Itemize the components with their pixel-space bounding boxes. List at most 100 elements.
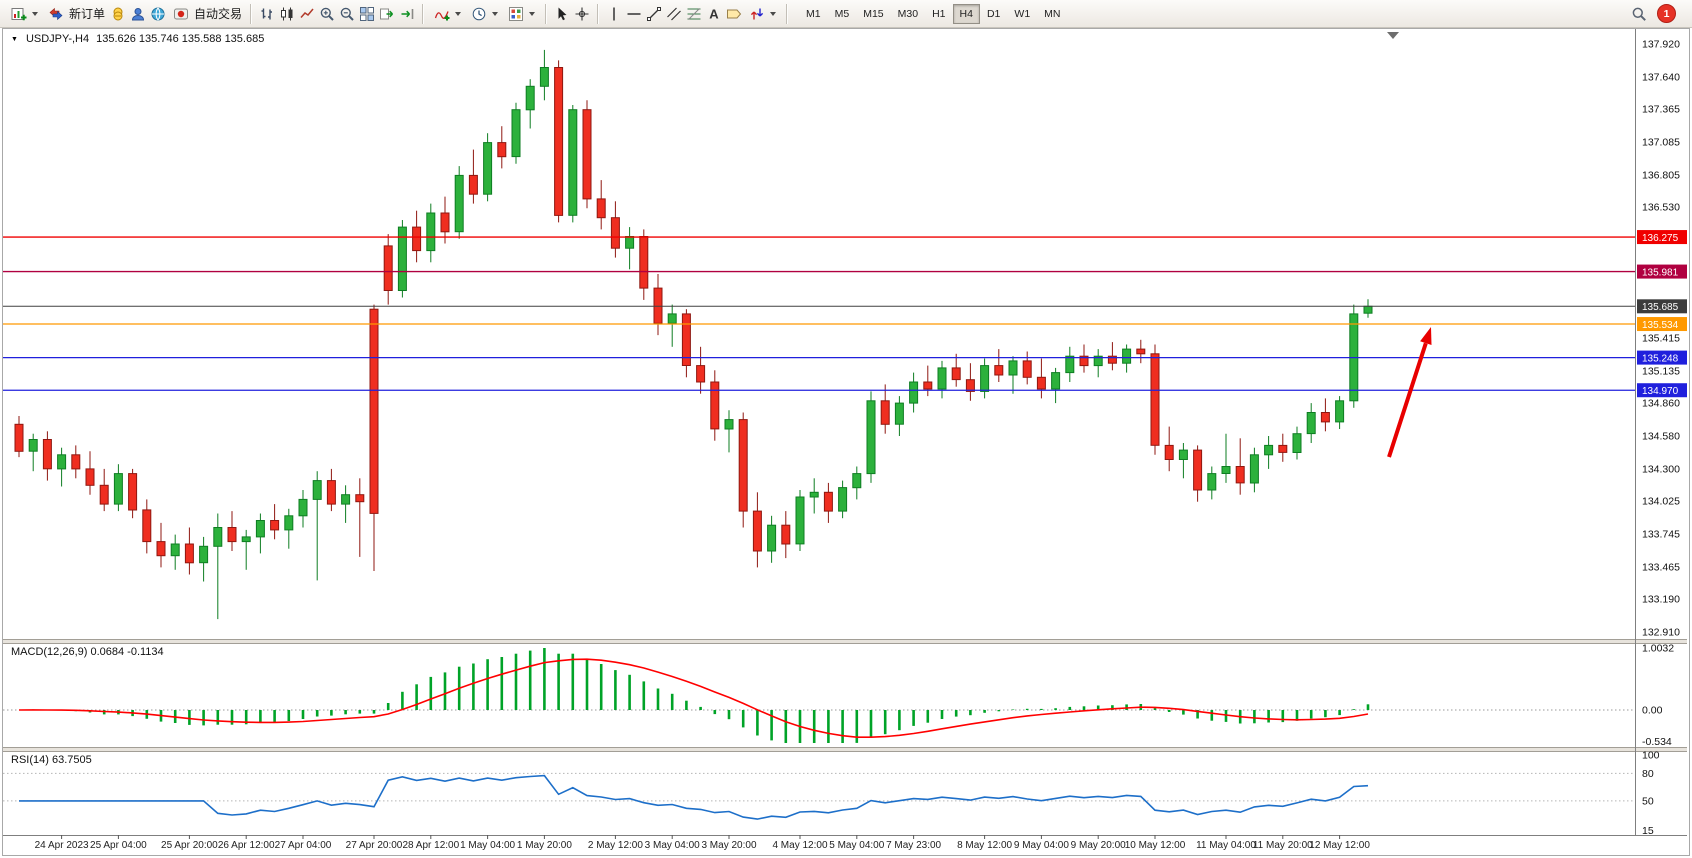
tile-windows-button[interactable] — [357, 5, 377, 23]
periods-button[interactable] — [466, 4, 503, 24]
time-axis-label: 24 Apr 2023 — [35, 840, 89, 851]
main-toolbar: 新订单 自动交易 — [0, 0, 1692, 28]
price-axis-label: 132.910 — [1642, 627, 1680, 639]
price-axis-label: 134.300 — [1642, 463, 1680, 475]
arrows-tool-button[interactable] — [744, 4, 781, 24]
timeframe-h4-button[interactable]: H4 — [952, 3, 980, 24]
time-axis-label: 25 Apr 04:00 — [90, 840, 147, 851]
periods-caret-icon — [492, 12, 499, 16]
price-axis-label: 133.465 — [1642, 561, 1680, 573]
time-axis-label: 11 May 04:00 — [1196, 840, 1256, 851]
zoom-out-button[interactable] — [337, 5, 357, 23]
time-axis-label: 26 Apr 12:00 — [218, 840, 275, 851]
autotrading-label: 自动交易 — [194, 7, 243, 21]
price-badge — [1637, 299, 1687, 314]
time-axis-label: 28 Apr 12:00 — [402, 840, 459, 851]
price-axis-label: 135.415 — [1642, 333, 1680, 345]
chart-shift-button[interactable] — [397, 5, 417, 23]
new-chart-button[interactable] — [6, 4, 43, 24]
new-chart-caret-icon — [32, 12, 38, 16]
time-axis-label: 1 May 04:00 — [460, 840, 515, 851]
chart-frame: 137.920 137.640 137.365 137.085 136.805 136.5… — [2, 28, 1690, 856]
user-profile-icon[interactable] — [128, 5, 148, 23]
time-axis-label: 2 May 12:00 — [588, 840, 643, 851]
price-axis-label: 134.025 — [1642, 496, 1680, 508]
new-order-label: 新订单 — [69, 7, 106, 21]
notification-badge[interactable]: 1 — [1657, 4, 1676, 23]
timeframe-m15-button[interactable]: M15 — [863, 7, 884, 20]
timeframe-m1-button[interactable]: M1 — [806, 7, 821, 20]
chart-canvas[interactable]: 137.920 137.640 137.365 137.085 136.805 136.5… — [3, 29, 1687, 853]
templates-button[interactable] — [503, 4, 540, 24]
vertical-line-tool-button[interactable] — [604, 5, 624, 23]
panel-backgrounds — [3, 639, 1687, 752]
time-axis-label: 3 May 20:00 — [701, 840, 756, 851]
autotrading-button[interactable]: 自动交易 — [168, 4, 245, 24]
price-badge — [1637, 350, 1687, 365]
time-axis-label: 7 May 23:00 — [886, 840, 941, 851]
panel-splitter[interactable] — [3, 747, 1687, 752]
rsi-axis-label: 100 — [1642, 750, 1660, 762]
horizontal-line-tool-button[interactable] — [624, 5, 644, 23]
price-badge-label: 135.981 — [1642, 267, 1679, 278]
chart-shift-marker[interactable] — [1387, 32, 1399, 39]
svg-text:A: A — [709, 6, 719, 21]
trend-arrow-shaft[interactable] — [1387, 342, 1428, 458]
indicators-button[interactable] — [429, 4, 466, 24]
time-axis-label: 27 Apr 04:00 — [275, 840, 332, 851]
timeframe-h1-button[interactable]: H1 — [932, 7, 946, 20]
price-badge-label: 135.685 — [1642, 302, 1679, 313]
annotation-layer[interactable] — [1387, 327, 1432, 458]
cursor-tool-button[interactable] — [552, 5, 572, 23]
new-order-icon — [46, 5, 66, 23]
price-axis-label: 136.805 — [1642, 169, 1680, 181]
timeframe-d1-button[interactable]: D1 — [986, 7, 1001, 20]
zoom-in-button[interactable] — [317, 5, 337, 23]
price-axis-label: 133.745 — [1642, 529, 1680, 541]
new-order-button[interactable]: 新订单 — [43, 4, 108, 24]
toolbar-separator — [250, 3, 253, 24]
toolbar-separator — [597, 3, 600, 24]
channel-tool-button[interactable] — [664, 5, 684, 23]
timeframe-group: M1 M5 M15 M30 H1 H4 D1 W1 MN — [799, 3, 1067, 24]
timeframe-m30-button[interactable]: M30 — [897, 7, 919, 20]
time-axis-label: 9 May 20:00 — [1071, 840, 1126, 851]
price-badge — [1637, 230, 1687, 245]
arrows-caret-icon — [770, 12, 777, 16]
template-icon — [506, 5, 526, 23]
timeframe-m5-button[interactable]: M5 — [834, 7, 850, 20]
autotrading-icon — [171, 5, 191, 23]
level-lines-layer[interactable] — [3, 236, 1635, 391]
price-badge-label: 136.275 — [1642, 233, 1679, 244]
macd-axis-label: -0.534 — [1642, 736, 1672, 748]
time-axis-label: 10 May 12:00 — [1125, 840, 1186, 851]
clock-icon — [469, 5, 489, 23]
candlestick-mode-button[interactable] — [277, 5, 297, 23]
time-axis-label: 25 Apr 20:00 — [161, 840, 218, 851]
indicator-layer — [3, 648, 1635, 820]
panel-splitter[interactable] — [3, 639, 1687, 644]
bar-chart-mode-button[interactable] — [257, 5, 277, 23]
timeframe-mn-button[interactable]: MN — [1044, 7, 1061, 20]
time-axis-label: 3 May 04:00 — [645, 840, 700, 851]
coins-icon[interactable] — [108, 5, 128, 23]
timeframe-w1-button[interactable]: W1 — [1014, 7, 1031, 20]
trendline-tool-button[interactable] — [644, 5, 664, 23]
rsi-axis-label: 80 — [1642, 768, 1654, 780]
auto-scroll-button[interactable] — [377, 5, 397, 23]
text-tool-button[interactable]: A — [704, 5, 724, 23]
fibonacci-tool-button[interactable] — [684, 5, 704, 23]
line-chart-mode-button[interactable] — [297, 5, 317, 23]
time-axis-label: 4 May 12:00 — [772, 840, 827, 851]
price-axis-label: 137.920 — [1642, 39, 1680, 51]
search-icon[interactable] — [1629, 5, 1649, 23]
price-axis-label: 133.190 — [1642, 594, 1680, 606]
globe-icon[interactable] — [148, 5, 168, 23]
time-axis-label: 1 May 20:00 — [517, 840, 572, 851]
macd-axis-label: 1.0032 — [1642, 643, 1674, 655]
price-axis-label: 137.085 — [1642, 137, 1680, 149]
crosshair-tool-button[interactable] — [572, 5, 592, 23]
toolbar-separator — [422, 3, 425, 24]
text-label-tool-button[interactable] — [724, 5, 744, 23]
trend-arrow-head[interactable] — [1420, 327, 1432, 345]
